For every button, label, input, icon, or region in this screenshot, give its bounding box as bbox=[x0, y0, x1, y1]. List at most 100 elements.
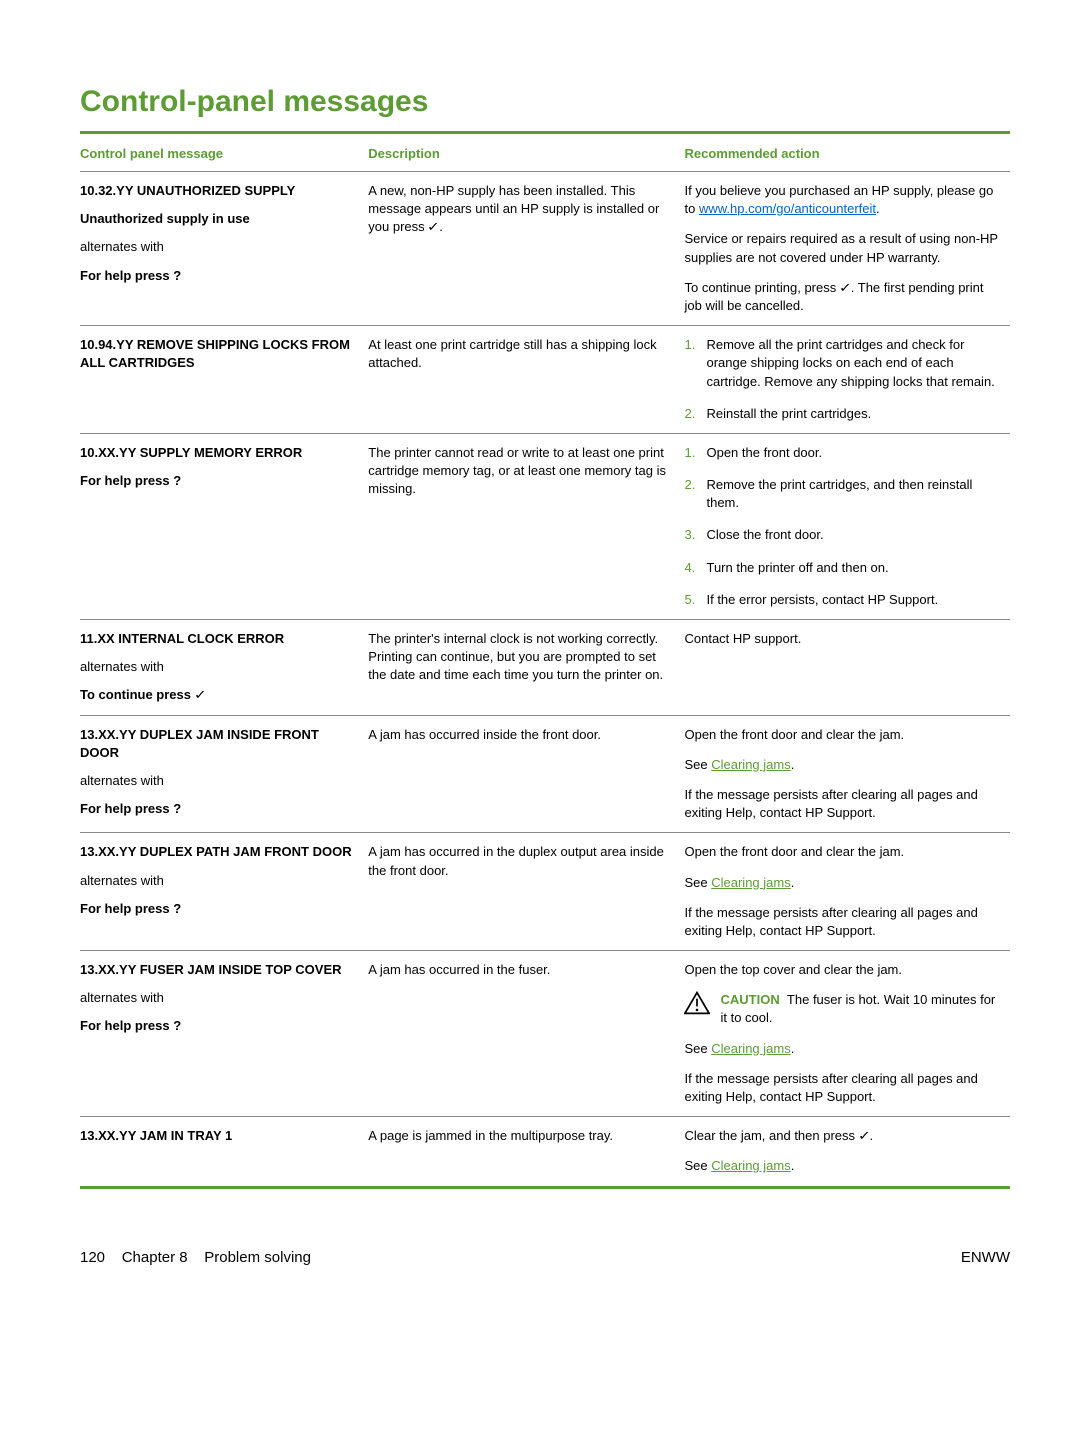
action-paragraph: If you believe you purchased an HP suppl… bbox=[684, 182, 1002, 218]
message-line: For help press ? bbox=[80, 472, 360, 490]
message-line: 13.XX.YY JAM IN TRAY 1 bbox=[80, 1127, 360, 1145]
check-icon: ✓ bbox=[858, 1127, 871, 1145]
action-step: Open the front door. bbox=[706, 444, 1002, 462]
message-cell: 10.32.YY UNAUTHORIZED SUPPLY Unauthorized… bbox=[80, 182, 360, 285]
table-row: 10.94.YY REMOVE SHIPPING LOCKS FROM ALL … bbox=[80, 326, 1010, 434]
message-cell: 11.XX INTERNAL CLOCK ERROR alternates wit… bbox=[80, 630, 360, 705]
message-cell: 10.94.YY REMOVE SHIPPING LOCKS FROM ALL … bbox=[80, 336, 360, 372]
action-cell: Clear the jam, and then press ✓. See Clea… bbox=[684, 1117, 1010, 1187]
section-label: Problem solving bbox=[204, 1249, 311, 1266]
message-line: 10.94.YY REMOVE SHIPPING LOCKS FROM ALL … bbox=[80, 336, 360, 372]
message-line: 13.XX.YY DUPLEX JAM INSIDE FRONT DOOR bbox=[80, 726, 360, 762]
table-header-row: Control panel message Description Recomm… bbox=[80, 134, 1010, 172]
action-cell: Open the front door and clear the jam. Se… bbox=[684, 715, 1010, 833]
action-step: If the error persists, contact HP Suppor… bbox=[706, 591, 1002, 609]
action-step: Reinstall the print cartridges. bbox=[706, 405, 1002, 423]
description-cell: The printer cannot read or write to at l… bbox=[368, 433, 684, 619]
description-cell: The printer's internal clock is not work… bbox=[368, 620, 684, 716]
action-cell: Open the top cover and clear the jam. CAU… bbox=[684, 951, 1010, 1117]
caution-text: CAUTION The fuser is hot. Wait 10 minute… bbox=[720, 991, 1002, 1027]
action-steps: Remove all the print cartridges and chec… bbox=[684, 336, 1002, 423]
help-icon: ? bbox=[173, 1018, 181, 1033]
message-cell: 10.XX.YY SUPPLY MEMORY ERROR For help pre… bbox=[80, 444, 360, 490]
action-paragraph: Contact HP support. bbox=[684, 630, 1002, 648]
help-icon: ? bbox=[173, 268, 181, 283]
action-step: Close the front door. bbox=[706, 526, 1002, 544]
message-line: 10.32.YY UNAUTHORIZED SUPPLY bbox=[80, 182, 360, 200]
action-cell: Open the front door and clear the jam. Se… bbox=[684, 833, 1010, 951]
action-paragraph: If the message persists after clearing a… bbox=[684, 786, 1002, 822]
action-link[interactable]: Clearing jams bbox=[711, 1158, 790, 1173]
table-row: 11.XX INTERNAL CLOCK ERROR alternates wit… bbox=[80, 620, 1010, 716]
table-row: 13.XX.YY DUPLEX PATH JAM FRONT DOORalter… bbox=[80, 833, 1010, 951]
caution-icon bbox=[684, 991, 710, 1015]
message-line: 13.XX.YY FUSER JAM INSIDE TOP COVER bbox=[80, 961, 360, 979]
message-line: To continue press ✓ bbox=[80, 686, 360, 704]
action-link[interactable]: Clearing jams bbox=[711, 757, 790, 772]
caution-label: CAUTION bbox=[720, 992, 779, 1007]
table-row: 10.32.YY UNAUTHORIZED SUPPLY Unauthorized… bbox=[80, 172, 1010, 326]
document-page: Control-panel messages Control panel mes… bbox=[0, 0, 1080, 1306]
action-paragraph: See Clearing jams. bbox=[684, 1157, 1002, 1175]
message-line: 11.XX INTERNAL CLOCK ERROR bbox=[80, 630, 360, 648]
action-cell: Contact HP support. bbox=[684, 620, 1010, 716]
action-paragraph: To continue printing, press ✓. The first… bbox=[684, 279, 1002, 315]
table-row: 13.XX.YY JAM IN TRAY 1A page is jammed i… bbox=[80, 1117, 1010, 1187]
footer-left: 120 Chapter 8 Problem solving bbox=[80, 1249, 311, 1266]
description-cell: A jam has occurred in the duplex output … bbox=[368, 833, 684, 951]
action-paragraph: See Clearing jams. bbox=[684, 756, 1002, 774]
footer-right: ENWW bbox=[961, 1249, 1010, 1266]
action-link[interactable]: www.hp.com/go/anticounterfeit bbox=[699, 201, 876, 216]
description-cell: A jam has occurred in the fuser. bbox=[368, 951, 684, 1117]
action-paragraph: See Clearing jams. bbox=[684, 1040, 1002, 1058]
message-cell: 13.XX.YY FUSER JAM INSIDE TOP COVER alter… bbox=[80, 961, 360, 1036]
description-cell: A jam has occurred inside the front door… bbox=[368, 715, 684, 833]
message-line: 13.XX.YY DUPLEX PATH JAM FRONT DOOR bbox=[80, 843, 360, 861]
message-line: 10.XX.YY SUPPLY MEMORY ERROR bbox=[80, 444, 360, 462]
header-message: Control panel message bbox=[80, 134, 368, 172]
message-line: Unauthorized supply in use bbox=[80, 210, 360, 228]
page-number: 120 bbox=[80, 1249, 105, 1266]
action-paragraph: See Clearing jams. bbox=[684, 874, 1002, 892]
header-action: Recommended action bbox=[684, 134, 1010, 172]
message-line: alternates with bbox=[80, 238, 360, 256]
action-step: Remove all the print cartridges and chec… bbox=[706, 336, 1002, 391]
action-steps: Open the front door. Remove the print car… bbox=[684, 444, 1002, 609]
message-line: alternates with bbox=[80, 658, 360, 676]
action-paragraph: Open the front door and clear the jam. bbox=[684, 843, 1002, 861]
message-line: alternates with bbox=[80, 989, 360, 1007]
action-step: Turn the printer off and then on. bbox=[706, 559, 1002, 577]
table-row: 13.XX.YY FUSER JAM INSIDE TOP COVER alter… bbox=[80, 951, 1010, 1117]
description-cell: At least one print cartridge still has a… bbox=[368, 326, 684, 434]
help-icon: ? bbox=[173, 801, 181, 816]
message-line: For help press ? bbox=[80, 800, 360, 818]
action-link[interactable]: Clearing jams bbox=[711, 875, 790, 890]
message-line: For help press ? bbox=[80, 1017, 360, 1035]
table-row: 10.XX.YY SUPPLY MEMORY ERROR For help pre… bbox=[80, 433, 1010, 619]
caution-box: CAUTION The fuser is hot. Wait 10 minute… bbox=[684, 991, 1002, 1027]
action-paragraph: Service or repairs required as a result … bbox=[684, 230, 1002, 266]
check-icon: ✓ bbox=[194, 686, 207, 704]
help-icon: ? bbox=[173, 901, 181, 916]
action-paragraph: Clear the jam, and then press ✓. bbox=[684, 1127, 1002, 1145]
action-link[interactable]: Clearing jams bbox=[711, 1041, 790, 1056]
action-paragraph: Open the top cover and clear the jam. bbox=[684, 961, 1002, 979]
check-icon: ✓ bbox=[839, 279, 852, 297]
message-line: alternates with bbox=[80, 772, 360, 790]
table-row: 13.XX.YY DUPLEX JAM INSIDE FRONT DOOR alt… bbox=[80, 715, 1010, 833]
action-cell: Remove all the print cartridges and chec… bbox=[684, 326, 1010, 434]
message-cell: 13.XX.YY DUPLEX PATH JAM FRONT DOORalter… bbox=[80, 843, 360, 918]
action-step: Remove the print cartridges, and then re… bbox=[706, 476, 1002, 512]
action-cell: Open the front door. Remove the print car… bbox=[684, 433, 1010, 619]
action-paragraph: If the message persists after clearing a… bbox=[684, 1070, 1002, 1106]
message-line: For help press ? bbox=[80, 900, 360, 918]
action-paragraph: Open the front door and clear the jam. bbox=[684, 726, 1002, 744]
header-description: Description bbox=[368, 134, 684, 172]
chapter-label: Chapter 8 bbox=[122, 1249, 188, 1266]
description-cell: A new, non-HP supply has been installed.… bbox=[368, 172, 684, 326]
messages-table: Control panel message Description Recomm… bbox=[80, 134, 1010, 1189]
action-paragraph: If the message persists after clearing a… bbox=[684, 904, 1002, 940]
message-line: For help press ? bbox=[80, 267, 360, 285]
help-icon: ? bbox=[173, 473, 181, 488]
check-icon: ✓ bbox=[427, 218, 440, 236]
